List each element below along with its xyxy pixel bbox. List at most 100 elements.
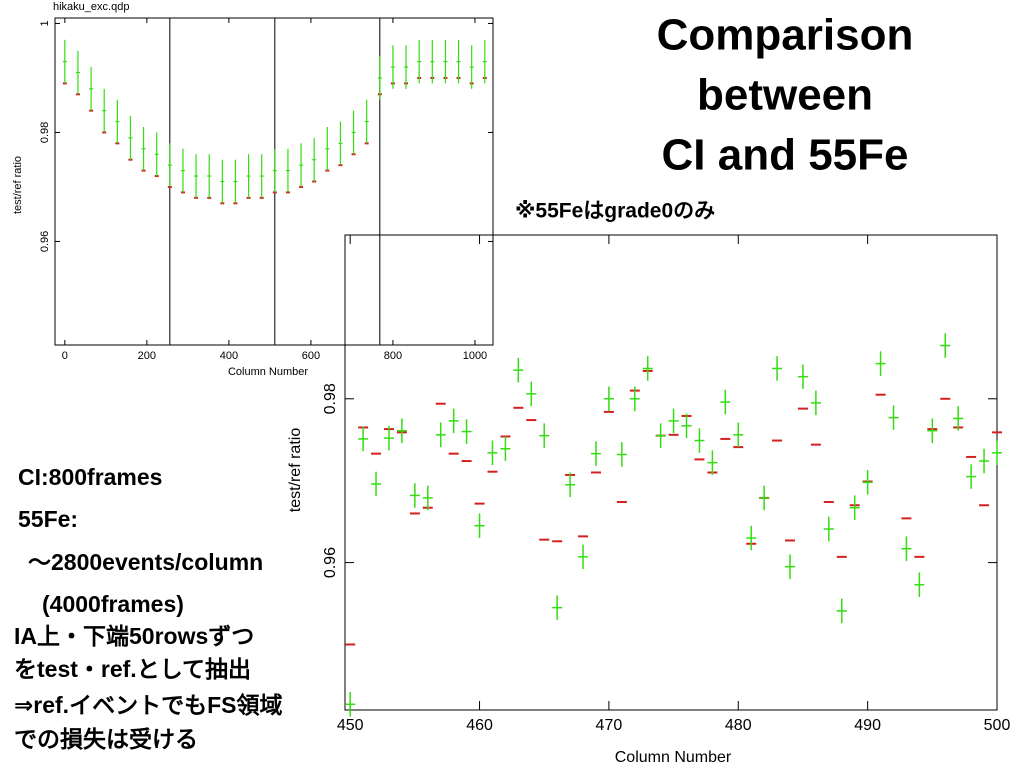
ci-point (720, 389, 731, 415)
ci-point (862, 470, 873, 495)
ci-point (89, 67, 94, 111)
ci-point (259, 154, 264, 198)
ci-point (513, 357, 524, 383)
ci-point (642, 356, 653, 381)
ci-point (299, 143, 304, 187)
ci-point (875, 351, 886, 376)
ci-point (823, 516, 834, 542)
ci-point (849, 495, 860, 520)
body-line: ～2800events/column (28, 549, 263, 575)
ci-point (194, 154, 199, 198)
ci-point (345, 691, 356, 717)
ci-point (552, 595, 563, 620)
ci-point (914, 572, 925, 597)
body-line: ⇒ref.イベントでもFS領域 (14, 692, 282, 718)
ci-point (435, 422, 446, 448)
plot-frame (54, 17, 494, 346)
body-line: (4000frames) (42, 591, 184, 617)
ci-point (888, 405, 899, 430)
ci-point (578, 544, 589, 570)
slide-title-line: between (697, 71, 873, 120)
ci-point (62, 39, 67, 84)
ci-point (603, 386, 614, 412)
ci-point (539, 423, 550, 448)
ci-point (233, 159, 238, 204)
body-line: での損失は受ける (14, 726, 198, 752)
ci-point (616, 442, 627, 467)
slide-title-line: CI and 55Fe (662, 131, 909, 180)
ci-point (312, 137, 317, 182)
ci-point (979, 448, 990, 474)
ci-point (154, 132, 159, 177)
x-tick-label: 470 (596, 717, 623, 734)
ci-point (75, 50, 80, 95)
ci-point (443, 39, 448, 84)
ci-point (448, 408, 459, 434)
ci-point (927, 418, 938, 444)
y-axis-label: test/ref ratio (287, 428, 304, 513)
x-tick-label: 490 (854, 717, 881, 734)
ci-point (358, 426, 369, 452)
y-axis-label: test/ref ratio (12, 156, 24, 214)
ci-point (797, 364, 808, 389)
x-tick-label: 1000 (463, 350, 487, 362)
ci-point (487, 440, 498, 466)
x-tick-label: 200 (138, 350, 156, 362)
ci-point (590, 441, 601, 466)
ci-point (383, 425, 394, 451)
ci-point (655, 423, 666, 448)
y-tick-label: 0.96 (39, 231, 51, 252)
ci-point (371, 471, 382, 497)
ci-point (141, 127, 146, 171)
ci-point (377, 56, 382, 100)
ci-point (115, 99, 120, 144)
ci-point (180, 148, 185, 193)
ci-point (128, 116, 133, 160)
body-line: をtest・ref.として抽出 (14, 656, 251, 682)
x-tick-label: 450 (337, 717, 364, 734)
ci-point (772, 356, 783, 381)
ci-point (469, 45, 474, 89)
chart-title: hikaku_exc.qdp (53, 1, 129, 13)
ci-point (474, 513, 485, 539)
ci-point (565, 472, 576, 498)
ci-point (966, 464, 977, 489)
body-line: IA上・下端50rowsずつ (14, 623, 254, 649)
ci-point (390, 45, 395, 89)
ci-point (992, 440, 1002, 466)
ci-point (901, 536, 912, 561)
ci-point (526, 381, 537, 407)
ci-point (707, 450, 718, 475)
ci-point (364, 99, 369, 144)
note: ※55Feはgrade0のみ (515, 200, 715, 223)
ci-point (351, 110, 356, 155)
ci-point (422, 485, 433, 511)
ci-point (681, 413, 692, 439)
ci-point (668, 408, 679, 434)
ci-point (733, 422, 744, 448)
body-line: CI:800frames (18, 464, 162, 490)
ci-point (338, 121, 343, 166)
x-axis-label: Column Number (228, 366, 308, 378)
ci-point (953, 406, 964, 431)
ci-point (746, 525, 757, 551)
ci-point (500, 436, 511, 462)
ci-point (409, 483, 420, 508)
ci-point (325, 127, 330, 171)
ci-point (102, 88, 107, 133)
y-tick-label: 0.98 (322, 383, 339, 414)
ci-point (404, 45, 409, 89)
x-tick-label: 0 (62, 350, 68, 362)
plot-frame (344, 234, 998, 711)
y-tick-label: 0.98 (39, 122, 51, 143)
ci-point (285, 148, 290, 193)
ci-point (836, 598, 847, 624)
x-tick-label: 500 (984, 717, 1011, 734)
ci-point (940, 333, 951, 358)
x-tick-label: 460 (466, 717, 493, 734)
slide-title-line: Comparison (657, 11, 914, 60)
ci-point (272, 148, 277, 193)
ci-point (461, 419, 472, 444)
ci-point (482, 39, 487, 84)
ci-point (810, 390, 821, 416)
